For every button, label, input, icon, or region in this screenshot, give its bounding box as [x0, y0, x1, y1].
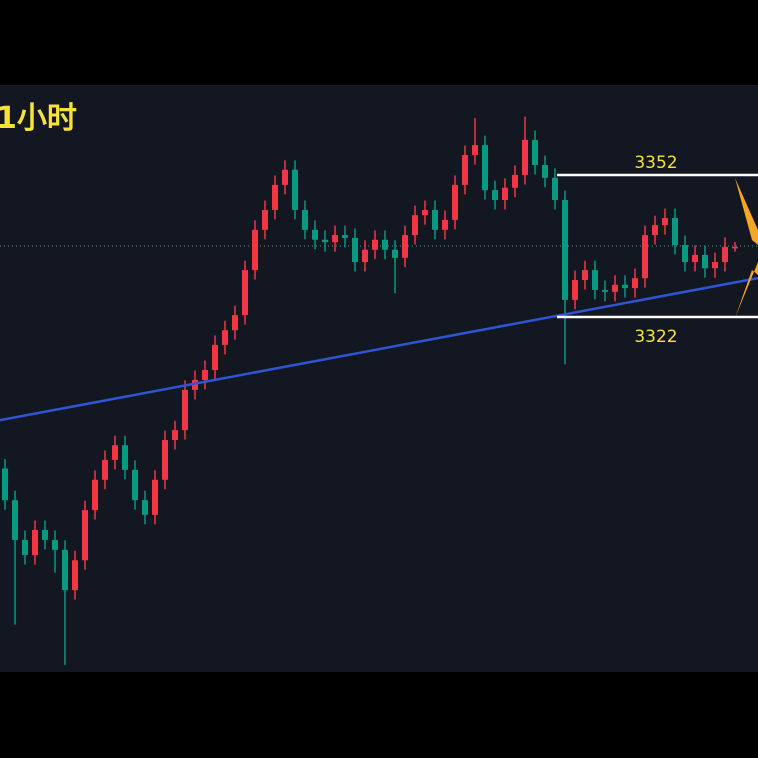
candle-body [162, 440, 168, 480]
candle-body [562, 200, 568, 300]
candle-body [732, 246, 738, 249]
candle-body [182, 389, 188, 431]
candle-body [422, 209, 428, 216]
candle-body [522, 139, 528, 175]
candle-body [322, 239, 328, 243]
candle-body [362, 249, 368, 263]
candle-body [42, 529, 48, 540]
candle-body [172, 430, 178, 441]
candle-body [272, 184, 278, 210]
level-label: 3322 [634, 327, 677, 347]
candle-body [492, 190, 498, 201]
candle-body [132, 469, 138, 501]
candle-body [632, 278, 638, 289]
candle-body [472, 145, 478, 156]
candle-body [82, 510, 88, 561]
plot-area [0, 85, 758, 672]
candle-body [532, 139, 538, 166]
candle-body [302, 209, 308, 230]
marks: 3352 3322 [0, 116, 758, 665]
candle-body [402, 235, 408, 258]
candle-body [542, 165, 548, 178]
chart-title: 1小时 [0, 101, 77, 136]
candle-body [72, 560, 78, 591]
candle-body [682, 245, 688, 263]
candle-body [62, 549, 68, 591]
candle-body [122, 445, 128, 470]
candle-body [282, 169, 288, 185]
candle-body [202, 369, 208, 380]
candle-body [212, 344, 218, 370]
candle-body [602, 289, 608, 292]
candle-body [312, 229, 318, 240]
candle-body [52, 539, 58, 550]
arrow [735, 262, 758, 318]
candle-body [612, 284, 618, 292]
candle-body [662, 218, 668, 226]
candle-body [622, 284, 628, 289]
candle-body [672, 218, 678, 246]
candle-body [2, 468, 8, 501]
candle-body [452, 184, 458, 220]
candle-body [112, 445, 118, 460]
candle-body [142, 500, 148, 515]
candle-body [242, 270, 248, 316]
arrow [735, 178, 758, 245]
candle-body [232, 315, 238, 331]
candle-body [342, 235, 348, 238]
candle-body [292, 169, 298, 210]
candle-body [482, 145, 488, 191]
candle-body [652, 225, 658, 236]
candle-body [512, 174, 518, 188]
candle-body [352, 237, 358, 263]
candle-body [32, 529, 38, 556]
candle-body [92, 479, 98, 511]
candle-body [222, 330, 228, 345]
candle-body [412, 215, 418, 236]
trendline [0, 276, 758, 422]
candle-body [642, 235, 648, 279]
candle-body [712, 262, 718, 269]
candle-body [702, 254, 708, 269]
candle-body [692, 254, 698, 263]
candle-body [442, 219, 448, 230]
candle-body [382, 239, 388, 250]
candle-body [102, 459, 108, 480]
candle-body [12, 500, 18, 540]
candle-body [552, 177, 558, 201]
candle-body [582, 270, 588, 281]
level-label: 3352 [634, 153, 677, 173]
candle-body [502, 187, 508, 201]
candle-body [262, 209, 268, 230]
candle-body [572, 280, 578, 300]
candle-body [592, 270, 598, 290]
candle-body [252, 229, 258, 271]
candle-body [152, 479, 158, 515]
candle-body [722, 246, 728, 263]
candle-body [432, 209, 438, 230]
candle-body [22, 539, 28, 556]
candle-body [392, 249, 398, 258]
candle-body [372, 239, 378, 250]
candle-body [462, 155, 468, 185]
candle-body [332, 235, 338, 243]
